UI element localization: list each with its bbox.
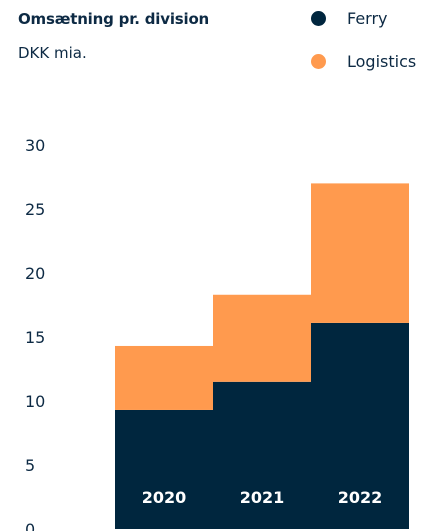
y-tick-label: 20: [25, 264, 45, 283]
legend-item-logistics: Logistics: [311, 52, 416, 71]
x-category-label: 2021: [240, 488, 285, 507]
bar-ferry-2021: [213, 381, 311, 529]
bar-ferry-2022: [311, 322, 409, 529]
y-tick-label: 10: [25, 392, 45, 411]
y-tick-label: 0: [25, 520, 35, 531]
bar-ferry-2020: [115, 409, 213, 529]
chart-title: Omsætning pr. division: [18, 10, 210, 28]
bar-logistics-2021: [213, 294, 311, 382]
x-category-label: 2022: [338, 488, 383, 507]
legend-label-logistics: Logistics: [347, 52, 417, 71]
y-tick-label: 15: [25, 328, 45, 347]
x-category-label: 2020: [142, 488, 187, 507]
chart-subtitle: DKK mia.: [18, 44, 87, 62]
y-tick-label: 5: [25, 456, 35, 475]
legend-swatch-ferry: [311, 11, 326, 26]
legend-swatch-logistics: [311, 54, 326, 69]
y-tick-label: 25: [25, 200, 45, 219]
y-tick-label: 30: [25, 136, 45, 155]
bar-logistics-2022: [311, 183, 409, 323]
bar-logistics-2020: [115, 345, 213, 410]
legend-label-ferry: Ferry: [347, 9, 388, 28]
legend-item-ferry: Ferry: [311, 9, 388, 28]
